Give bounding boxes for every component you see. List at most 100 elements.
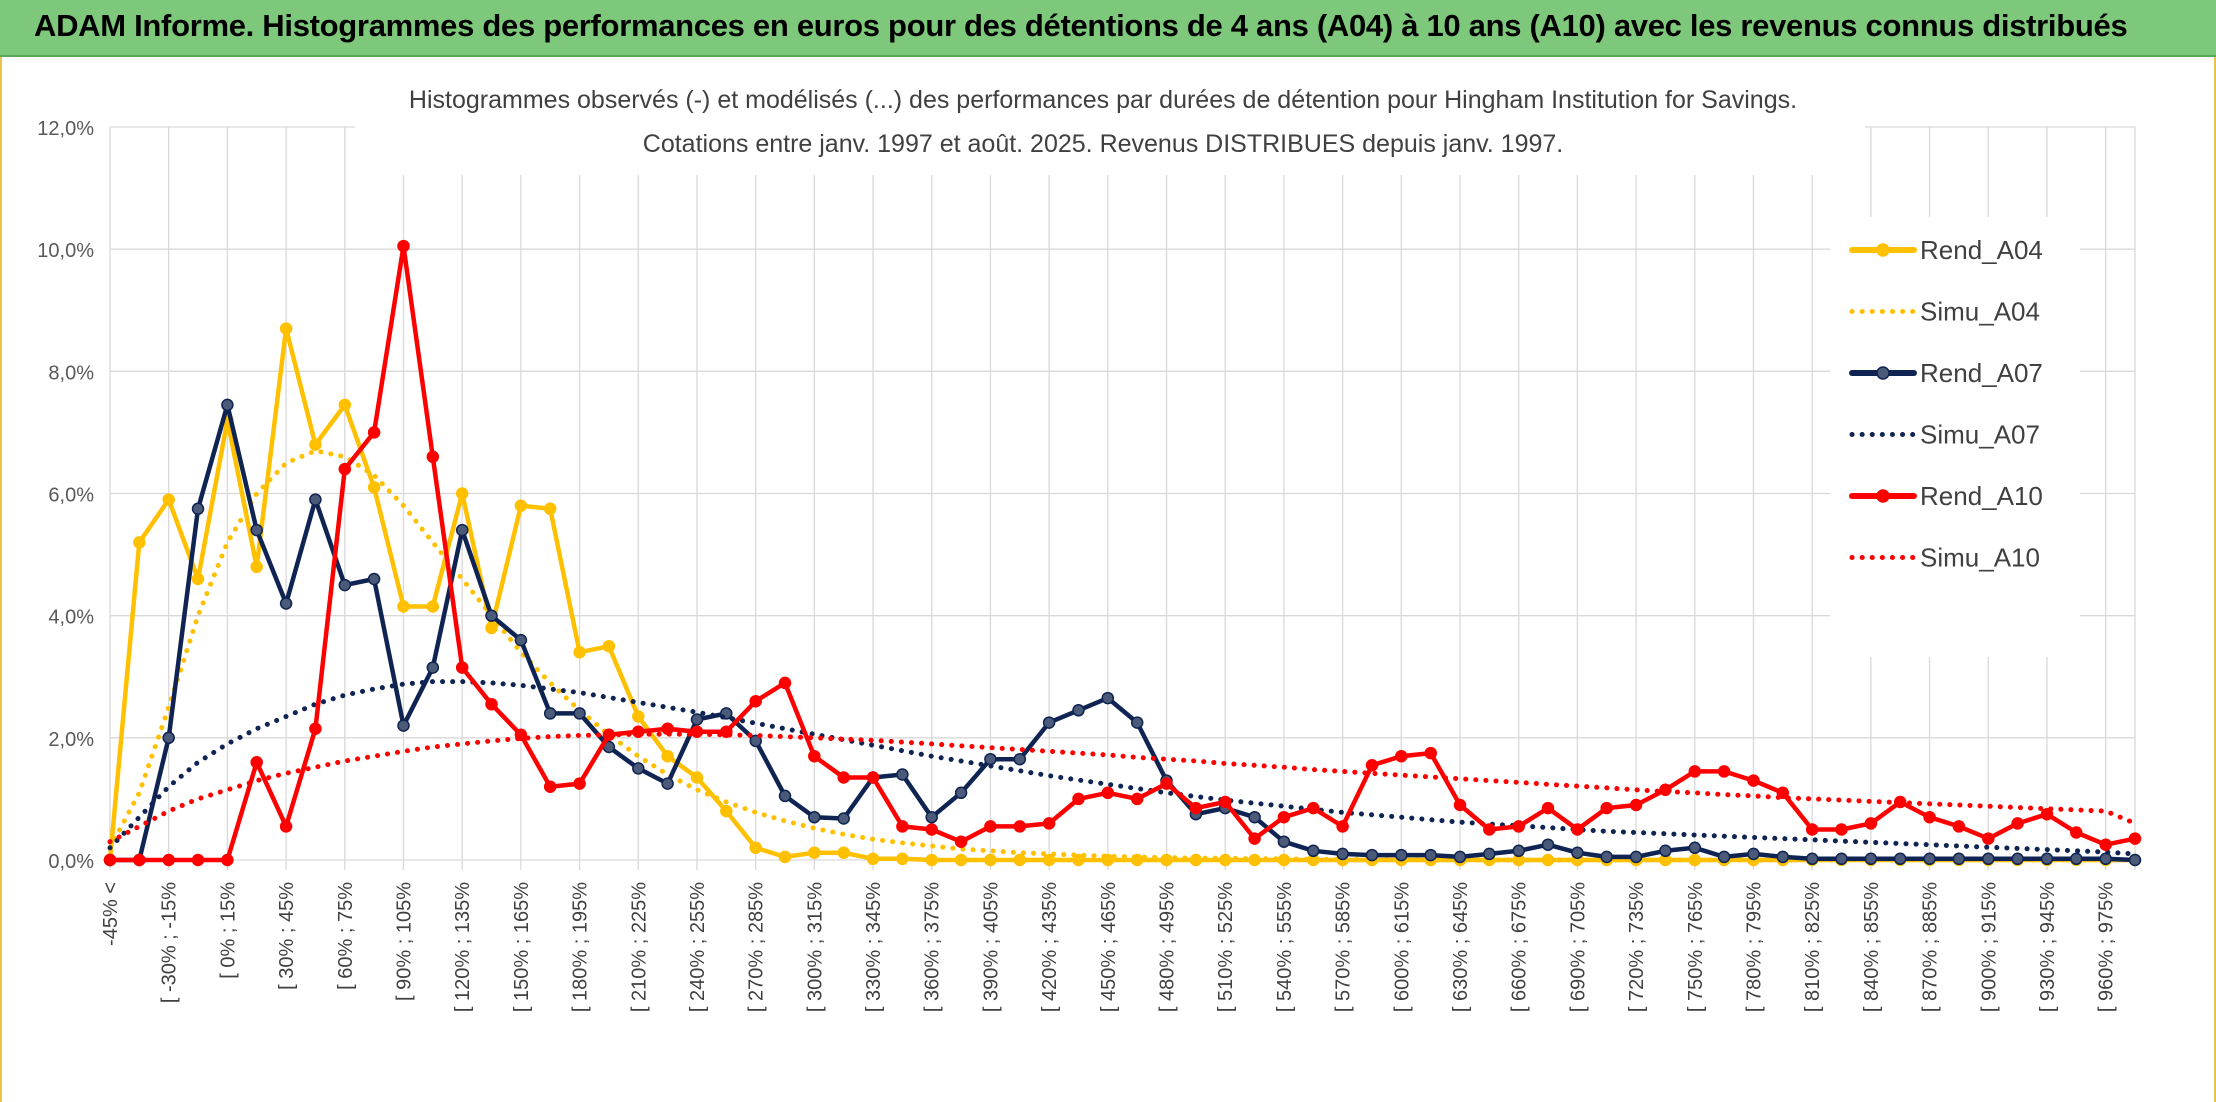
rend-a10-point — [1101, 786, 1115, 800]
rend-a07-point — [808, 810, 821, 824]
x-tick-label: [ 330% ; 345% — [863, 882, 885, 1012]
rend-a07-point — [279, 597, 293, 610]
rend-a07-point — [778, 789, 792, 803]
y-tick-label: 10,0% — [37, 240, 94, 262]
y-tick-label: 12,0% — [37, 118, 94, 140]
rend-a10-point — [250, 756, 263, 769]
x-tick-label: [ 390% ; 405% — [980, 882, 1002, 1012]
y-tick-label: 6,0% — [48, 485, 94, 507]
rend-a07-point — [1541, 838, 1555, 851]
rend-a10-point — [1747, 774, 1760, 787]
rend-a07-point — [1717, 850, 1731, 864]
x-tick-label: [ 120% ; 135% — [452, 882, 474, 1012]
rend-a07-point — [837, 812, 850, 825]
rend-a04-point — [338, 398, 352, 412]
simu-a10-line — [107, 731, 2138, 845]
rend-a07-point — [1072, 704, 1085, 717]
rend-a07-point — [250, 523, 263, 537]
rend-a07-point — [1893, 852, 1907, 866]
legend-label-simu-a04: Simu_A04 — [1920, 297, 2040, 327]
rend-a07-point — [1600, 850, 1613, 864]
rend-a10-point — [778, 676, 792, 690]
rend-a10-point — [1659, 783, 1672, 797]
rend-a07-point — [1130, 716, 1144, 729]
rend-a07-point — [162, 731, 175, 745]
rend-a07-point — [1512, 844, 1525, 858]
rend-a10-point — [1717, 765, 1731, 778]
rend-a10-line — [107, 243, 2138, 863]
rend-a04-point — [133, 536, 146, 549]
report-title: ADAM Informe. Histogrammes des performan… — [34, 8, 2128, 43]
rend-a07-point — [749, 734, 762, 748]
rend-a04-point — [925, 853, 938, 867]
rend-a07-point — [661, 777, 674, 790]
rend-a07-point — [1864, 852, 1878, 866]
rend-a07-point — [1395, 848, 1408, 862]
rend-a04-point — [485, 621, 498, 635]
rend-a04-point — [250, 560, 263, 574]
rend-a07-point — [1424, 848, 1437, 862]
rend-a10-point — [1013, 820, 1027, 833]
rend-a10-point — [1835, 823, 1848, 836]
rend-a10-point — [485, 697, 498, 711]
rend-a10-point — [1248, 832, 1261, 845]
rend-a10-point — [1541, 801, 1555, 815]
rend-a07-point — [1982, 852, 1995, 866]
rend-a07-point — [367, 572, 381, 586]
x-tick-label: [ 360% ; 375% — [922, 882, 944, 1012]
rend-a04-point — [309, 438, 322, 451]
y-tick-label: 2,0% — [48, 729, 94, 751]
rend-a04-point — [720, 804, 733, 818]
rend-a07-point — [954, 786, 968, 800]
rend-a04-point — [837, 846, 850, 859]
legend-label-simu-a07: Simu_A07 — [1920, 420, 2040, 450]
x-tick-label: [ 840% ; 855% — [1861, 882, 1883, 1012]
x-tick-label: [ 660% ; 675% — [1509, 882, 1531, 1012]
rend-a10-point — [455, 661, 469, 674]
rend-a04-point — [661, 749, 674, 763]
report-banner: ADAM Informe. Histogrammes des performan… — [0, 0, 2216, 57]
x-tick-label: [ 510% ; 525% — [1215, 882, 1237, 1012]
rend-a04-point — [367, 481, 381, 494]
rend-a04-point — [397, 600, 410, 613]
legend-label-rend-a07: Rend_A07 — [1920, 358, 2043, 388]
rend-a04-point — [279, 322, 293, 335]
rend-a07-point — [2070, 852, 2083, 866]
y-tick-label: 4,0% — [48, 607, 94, 629]
x-tick-label: -45% < — [100, 882, 122, 946]
rend-a07-line — [107, 402, 2138, 863]
x-tick-label: [ 180% ; 195% — [570, 882, 592, 1012]
rend-a07-point — [1629, 850, 1643, 864]
rend-a07-point — [191, 502, 205, 516]
rend-a07-point — [455, 523, 469, 537]
rend-a10-point — [221, 853, 234, 867]
x-tick-label: [ 270% ; 285% — [746, 882, 768, 1012]
rend-a10-point — [1072, 792, 1085, 806]
rend-a07-point — [925, 810, 938, 824]
rend-a04-point — [808, 846, 821, 859]
rend-a04-point — [426, 600, 440, 613]
x-axis-ticks: -45% < [ -30% ; -15% [ 0% ; 15% [ 30% ; 45%… — [100, 882, 2118, 1012]
x-tick-label: [ -30% ; -15% — [159, 882, 181, 1003]
x-tick-label: [ 600% ; 615% — [1391, 882, 1413, 1012]
rend-a04-point — [866, 852, 880, 866]
rend-a04-point — [543, 502, 557, 516]
rend-a10-point — [309, 722, 322, 735]
chart-subtitle: Cotations entre janv. 1997 et août. 2025… — [643, 130, 1563, 158]
x-tick-label: [ 300% ; 315% — [804, 882, 826, 1012]
rend-a07-point — [896, 768, 909, 781]
histogram-chart: 0,0% 2,0% 4,0% 6,0% 8,0% 10,0% 12,0% -45% < [ -… — [37, 63, 2142, 1012]
x-tick-label: [ 60% ; 75% — [335, 882, 357, 990]
rend-a07-point — [2011, 852, 2024, 866]
rend-a04-point — [896, 852, 909, 866]
rend-a07-point — [485, 609, 498, 622]
legend-label-rend-a04: Rend_A04 — [1920, 235, 2043, 265]
rend-a07-point — [2099, 852, 2112, 866]
y-tick-label: 8,0% — [48, 362, 94, 384]
rend-a07-point — [338, 578, 352, 592]
rend-a10-point — [103, 853, 117, 867]
rend-a07-point — [1453, 850, 1467, 864]
rend-a04-point — [1013, 853, 1027, 867]
legend-marker-rend-a10 — [1876, 489, 1890, 503]
x-tick-label: [ 240% ; 255% — [687, 882, 709, 1012]
